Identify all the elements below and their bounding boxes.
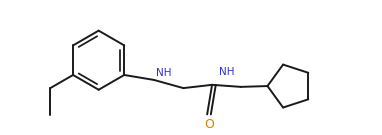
Text: NH: NH — [156, 68, 172, 78]
Text: O: O — [204, 119, 214, 131]
Text: NH: NH — [219, 67, 234, 77]
